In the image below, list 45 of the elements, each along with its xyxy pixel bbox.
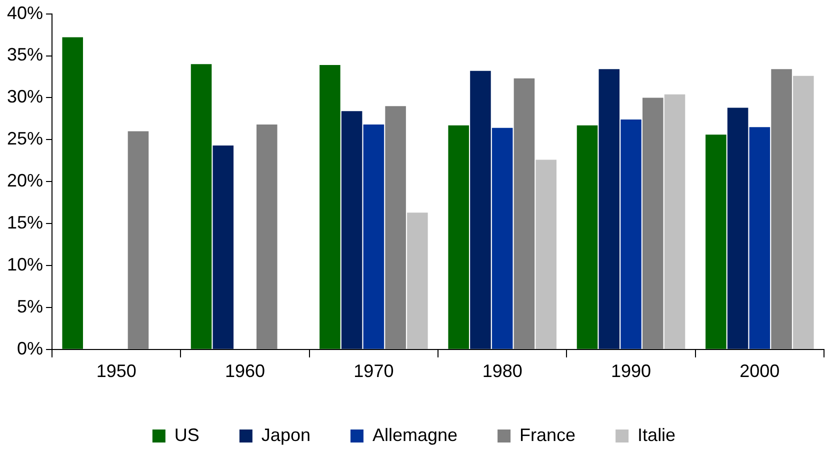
bar [190, 64, 212, 349]
bar [407, 212, 428, 349]
x-tick-label: 1990 [610, 361, 652, 382]
bar [363, 124, 384, 349]
bar [536, 160, 556, 349]
bar [320, 64, 340, 349]
legend-label: Japon [261, 424, 310, 445]
x-tick-label: 1950 [96, 361, 136, 382]
bar [341, 111, 362, 349]
bar [793, 76, 814, 349]
bar [128, 131, 149, 349]
x-tick-label: 2000 [740, 361, 780, 382]
bar [514, 78, 535, 349]
bar [212, 146, 234, 349]
bar [62, 37, 83, 349]
y-tick-label: 0% [17, 338, 44, 358]
bar [385, 106, 406, 349]
bar [576, 125, 598, 349]
legend-label: France [520, 424, 576, 445]
y-tick-label: 10% [6, 254, 44, 274]
y-tick-label: 20% [6, 170, 44, 191]
y-tick-label: 15% [6, 212, 44, 233]
bar [256, 124, 278, 349]
bar [771, 69, 792, 349]
legend-label: US [174, 424, 200, 445]
y-tick-label: 40% [6, 2, 44, 23]
bar [470, 70, 491, 349]
x-tick-label: 1970 [354, 361, 394, 382]
y-tick-label: 30% [6, 86, 44, 107]
legend-label: Allemagne [372, 424, 458, 445]
bar [727, 108, 748, 349]
bar [448, 125, 469, 349]
bar [642, 98, 664, 349]
x-tick-label: 1960 [224, 361, 266, 382]
bar [620, 120, 642, 349]
legend-label: Italie [638, 424, 676, 445]
bar [749, 127, 770, 349]
x-tick-label: 1980 [482, 361, 522, 382]
y-tick-label: 25% [6, 128, 44, 149]
y-tick-label: 5% [17, 296, 44, 316]
bar [706, 134, 726, 349]
bar [664, 94, 686, 349]
bar [598, 69, 620, 349]
bar [492, 128, 513, 349]
y-tick-label: 35% [6, 44, 44, 65]
